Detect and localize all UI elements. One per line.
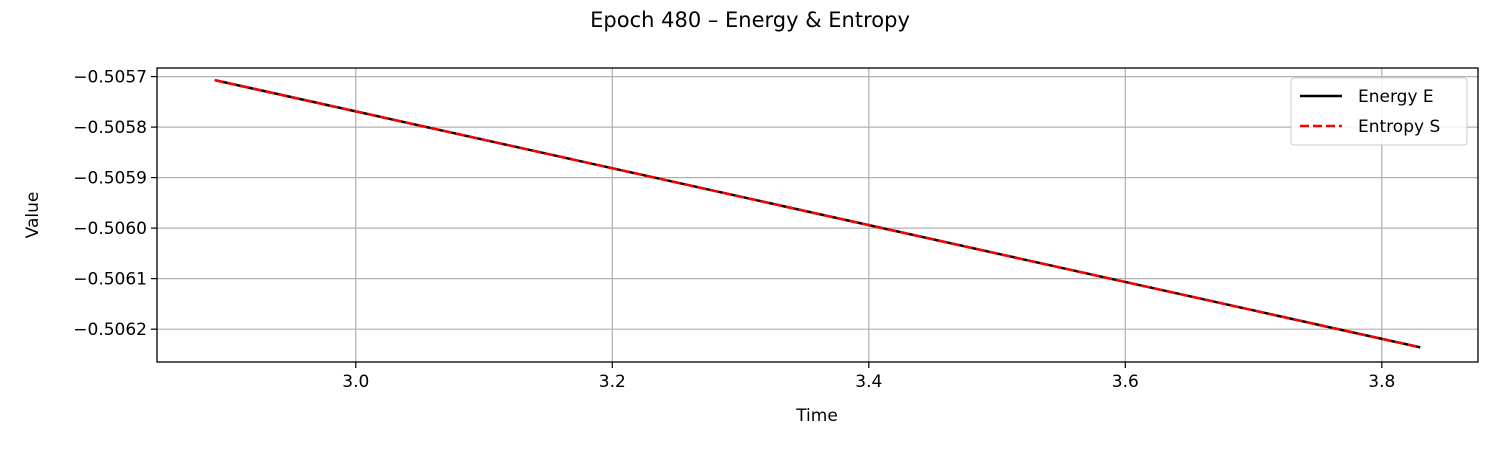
- y-tick-label: −0.5057: [73, 68, 147, 88]
- x-tick-label: 3.8: [1368, 372, 1395, 392]
- chart-title: Epoch 480 – Energy & Entropy: [590, 8, 910, 32]
- y-tick-label: −0.5059: [73, 169, 147, 189]
- series-layer: [214, 78, 1421, 349]
- grid-layer: [157, 68, 1478, 362]
- y-tick-label: −0.5062: [73, 320, 147, 340]
- y-tick-label: −0.5061: [73, 270, 147, 290]
- y-axis-label: Value: [23, 192, 43, 239]
- plot-frame: [156, 67, 1479, 363]
- x-tick-label: 3.6: [1112, 372, 1139, 392]
- legend: Energy E Entropy S: [1290, 77, 1468, 146]
- x-tick-label: 3.4: [855, 372, 882, 392]
- x-tick-label: 3.0: [342, 372, 369, 392]
- x-axis-label: Time: [795, 406, 838, 426]
- y-tick-label: −0.5060: [73, 219, 147, 239]
- y-tick-label: −0.5058: [73, 118, 147, 138]
- x-tick-label: 3.2: [599, 372, 626, 392]
- legend-label: Energy E: [1358, 87, 1434, 107]
- series-line-entropy-s: [214, 78, 1421, 349]
- tick-layer: 3.0 3.2 3.4 3.6 3.8 −0.5057 −0.5058 −0.5059 −0.5…: [73, 68, 1395, 392]
- legend-label: Entropy S: [1358, 117, 1440, 137]
